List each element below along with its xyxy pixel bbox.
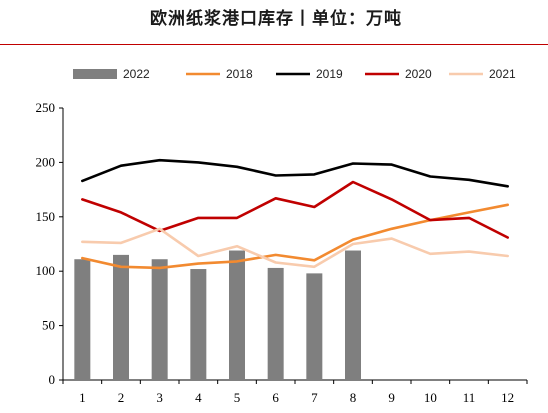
- y-tick-label: 0: [49, 372, 56, 387]
- x-tick-label: 10: [424, 390, 437, 405]
- x-tick-label: 2: [118, 390, 125, 405]
- bar-2022: [306, 273, 323, 380]
- bar-2022: [74, 259, 91, 380]
- bar-2022: [151, 259, 168, 380]
- legend-label: 2018: [226, 67, 253, 81]
- x-tick-label: 9: [388, 390, 395, 405]
- legend-label: 2022: [123, 67, 150, 81]
- legend-label: 2020: [405, 67, 432, 81]
- y-tick-label: 250: [36, 100, 56, 115]
- y-tick-label: 200: [36, 154, 56, 169]
- bar-2022: [267, 267, 284, 380]
- x-tick-label: 4: [195, 390, 202, 405]
- bar-2022: [190, 269, 207, 380]
- x-tick-label: 5: [234, 390, 241, 405]
- legend-label: 2021: [489, 67, 516, 81]
- bar-2022: [345, 250, 361, 380]
- bar-series-2022: [74, 250, 361, 380]
- x-tick-label: 12: [501, 390, 514, 405]
- line-series-2019: [81, 158, 510, 188]
- legend-swatch-2022: [73, 69, 117, 79]
- line-series-2021: [81, 227, 510, 269]
- y-tick-label: 150: [36, 209, 56, 224]
- chart-legend: 2022 2018 2019 2020 2021: [73, 67, 516, 81]
- y-tick-label: 100: [36, 263, 56, 278]
- line-series-2018: [81, 203, 510, 270]
- legend-label: 2019: [316, 67, 343, 81]
- title-divider: [0, 44, 548, 45]
- line-series-2020: [81, 180, 510, 239]
- x-tick-label: 7: [311, 390, 318, 405]
- x-tick-label: 8: [350, 390, 357, 405]
- x-tick-label: 11: [463, 390, 476, 405]
- chart-title: 欧洲纸浆港口库存丨单位：万吨: [150, 9, 402, 29]
- x-tick-label: 6: [272, 390, 279, 405]
- line-series-group: [81, 158, 510, 270]
- x-tick-label: 3: [156, 390, 163, 405]
- x-tick-label: 1: [79, 390, 86, 405]
- bar-2022: [229, 250, 245, 380]
- y-tick-label: 50: [42, 318, 55, 333]
- bar-2022: [113, 254, 129, 380]
